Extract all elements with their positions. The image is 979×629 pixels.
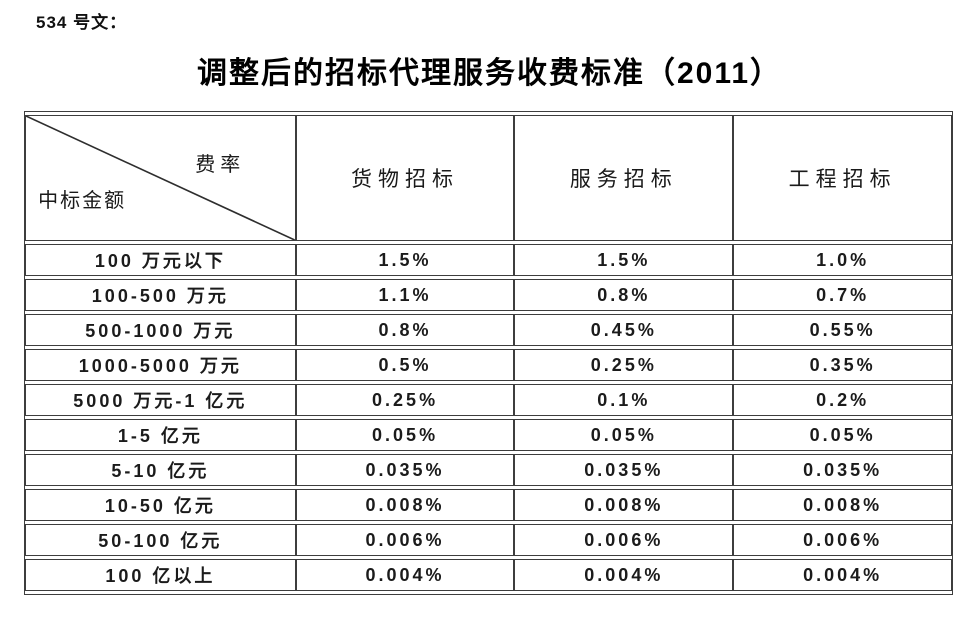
rate-cell: 0.25% [295, 384, 515, 416]
row-label-cell: 10-50 亿元 [25, 489, 296, 521]
column-header-engineering: 工程招标 [733, 115, 952, 241]
row-label-cell: 5-10 亿元 [25, 454, 296, 486]
rate-cell: 0.008% [514, 489, 734, 521]
rate-cell: 0.006% [295, 524, 515, 556]
table-row: 10-50 亿元 0.008% 0.008% 0.008% [25, 489, 952, 521]
rate-cell: 0.5% [295, 349, 515, 381]
diagonal-divider-icon [26, 116, 295, 240]
row-label-cell: 1000-5000 万元 [25, 349, 296, 381]
rate-cell: 0.006% [514, 524, 734, 556]
row-label-cell: 500-1000 万元 [25, 314, 296, 346]
rate-cell: 0.1% [514, 384, 734, 416]
row-label-cell: 50-100 亿元 [25, 524, 296, 556]
rate-cell: 0.05% [295, 419, 515, 451]
rate-cell: 0.05% [514, 419, 734, 451]
rate-cell: 1.1% [295, 279, 515, 311]
table-row: 500-1000 万元 0.8% 0.45% 0.55% [25, 314, 952, 346]
corner-label-amount: 中标金额 [38, 190, 127, 213]
rate-cell: 0.7% [733, 279, 952, 311]
rate-cell: 0.006% [733, 524, 952, 556]
rate-cell: 0.8% [295, 314, 515, 346]
document-number-label: 534 号文： [36, 13, 128, 32]
corner-label-rate: 费率 [195, 154, 246, 177]
rate-cell: 0.25% [514, 349, 734, 381]
row-label-cell: 100-500 万元 [25, 279, 296, 311]
rate-cell: 0.035% [733, 454, 952, 486]
matrix-corner-cell: 费率 中标金额 [25, 115, 296, 241]
row-label-cell: 1-5 亿元 [25, 419, 296, 451]
rate-cell: 0.004% [295, 559, 515, 591]
rate-cell: 0.8% [514, 279, 734, 311]
fee-rate-table: 费率 中标金额 货物招标 服务招标 工程招标 100 万元以下 1.5% 1.5… [24, 111, 953, 595]
table-row: 5000 万元-1 亿元 0.25% 0.1% 0.2% [25, 384, 952, 416]
table-row: 50-100 亿元 0.006% 0.006% 0.006% [25, 524, 952, 556]
rate-cell: 0.008% [733, 489, 952, 521]
column-header-goods: 货物招标 [295, 115, 515, 241]
column-header-services: 服务招标 [514, 115, 734, 241]
rate-cell: 0.035% [514, 454, 734, 486]
row-label-cell: 100 亿以上 [25, 559, 296, 591]
table-row: 100 万元以下 1.5% 1.5% 1.0% [25, 244, 952, 276]
rate-cell: 1.0% [733, 244, 952, 276]
table-row: 1000-5000 万元 0.5% 0.25% 0.35% [25, 349, 952, 381]
rate-cell: 1.5% [514, 244, 734, 276]
row-label-cell: 5000 万元-1 亿元 [25, 384, 296, 416]
table-row: 100 亿以上 0.004% 0.004% 0.004% [25, 559, 952, 591]
rate-cell: 0.2% [733, 384, 952, 416]
table-row: 1-5 亿元 0.05% 0.05% 0.05% [25, 419, 952, 451]
table-row: 100-500 万元 1.1% 0.8% 0.7% [25, 279, 952, 311]
rate-cell: 1.5% [295, 244, 515, 276]
rate-cell: 0.008% [295, 489, 515, 521]
header-row: 费率 中标金额 货物招标 服务招标 工程招标 [25, 115, 952, 241]
rate-cell: 0.45% [514, 314, 734, 346]
row-label-cell: 100 万元以下 [25, 244, 296, 276]
rate-cell: 0.004% [733, 559, 952, 591]
table-row: 5-10 亿元 0.035% 0.035% 0.035% [25, 454, 952, 486]
rate-cell: 0.004% [514, 559, 734, 591]
rate-cell: 0.55% [733, 314, 952, 346]
rate-cell: 0.35% [733, 349, 952, 381]
rate-cell: 0.05% [733, 419, 952, 451]
rate-cell: 0.035% [295, 454, 515, 486]
page-title: 调整后的招标代理服务收费标准（2011） [196, 57, 783, 90]
